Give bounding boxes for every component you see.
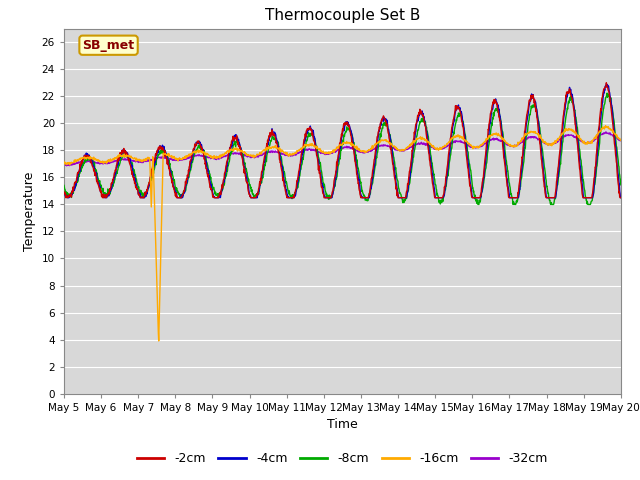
Legend: -2cm, -4cm, -8cm, -16cm, -32cm: -2cm, -4cm, -8cm, -16cm, -32cm <box>132 447 553 470</box>
Y-axis label: Temperature: Temperature <box>23 171 36 251</box>
Title: Thermocouple Set B: Thermocouple Set B <box>265 9 420 24</box>
X-axis label: Time: Time <box>327 418 358 431</box>
Text: SB_met: SB_met <box>83 39 134 52</box>
